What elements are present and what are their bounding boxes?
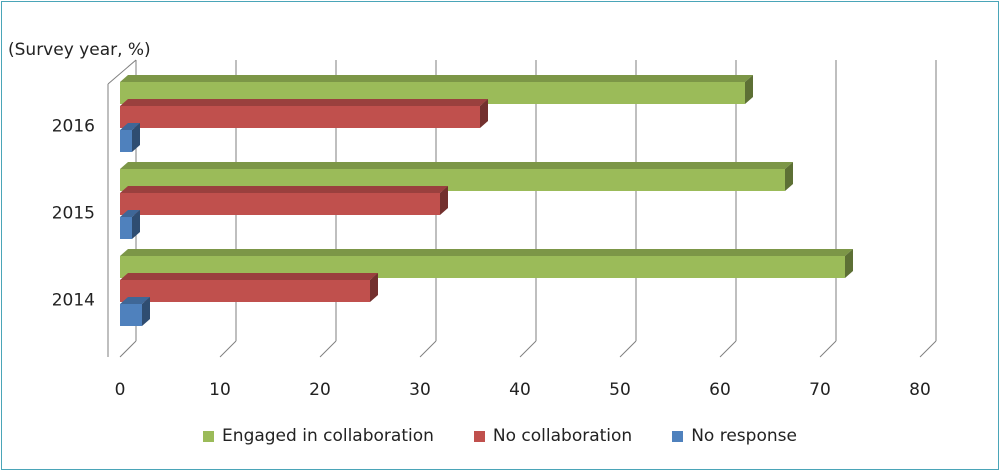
bar-side-face [142,297,150,326]
x-tick-label: 70 [809,380,831,400]
bar-top-face [120,297,150,304]
chart-unit-label: (Survey year, %) [8,40,151,60]
bar-front-face [120,256,845,278]
x-tick-label: 40 [509,380,531,400]
bar-side-face [745,75,753,104]
bar-0-1 [120,162,793,191]
bar-front-face [120,169,785,191]
grid-floor-line [919,340,937,358]
bar-top-face [120,249,853,256]
grid-floor-line [719,340,737,358]
x-tick-label: 20 [309,380,331,400]
bar-side-face [480,99,488,128]
grid-floor-line [819,340,837,358]
grid-floor-line [419,340,437,358]
bar-side-face [785,162,793,191]
bar-top-face [120,123,140,130]
bar-front-face [120,280,370,302]
grid-floor-line [319,340,337,358]
bar-top-face [120,162,793,169]
bar-top-face [120,210,140,217]
bar-top-face [120,273,378,280]
bar-top-face [120,186,448,193]
bar-side-face [370,273,378,302]
grid-floor-line [519,340,537,358]
grid-floor-line [619,340,637,358]
legend-swatch-no-response [672,430,684,442]
bar-top-face [120,99,488,106]
legend-item-engaged: Engaged in collaboration [203,426,434,446]
grid-floor-line [119,340,137,358]
y-axis-depth-line [107,59,137,85]
bar-side-face [132,210,140,239]
bar-front-face [120,217,132,239]
legend-label-engaged: Engaged in collaboration [222,426,434,446]
y-category-label: 2014 [52,291,95,311]
legend-swatch-engaged [203,430,215,442]
y-category-label: 2015 [52,204,95,224]
bar-front-face [120,193,440,215]
bar-2-0 [120,123,140,152]
legend-swatch-no-collaboration [473,430,485,442]
bar-1-0 [120,99,488,128]
chart-legend: Engaged in collaboration No collaboratio… [0,426,1000,446]
x-tick-label: 80 [909,380,931,400]
bar-0-0 [120,75,753,104]
bar-2-2 [120,297,150,326]
legend-label-no-response: No response [691,426,797,446]
bar-side-face [132,123,140,152]
x-tick-label: 50 [609,380,631,400]
legend-item-no-collaboration: No collaboration [473,426,633,446]
x-tick-label: 60 [709,380,731,400]
legend-item-no-response: No response [672,426,797,446]
bar-1-2 [120,273,378,302]
bar-0-2 [120,249,853,278]
legend-label-no-collaboration: No collaboration [492,426,633,446]
bar-front-face [120,82,745,104]
x-tick-label: 0 [115,380,126,400]
x-tick-label: 30 [409,380,431,400]
bar-front-face [120,304,142,326]
bar-2-1 [120,210,140,239]
y-category-label: 2016 [52,117,95,137]
bar-side-face [440,186,448,215]
bar-front-face [120,130,132,152]
grid-floor-line [219,340,237,358]
bar-front-face [120,106,480,128]
bar-1-1 [120,186,448,215]
x-tick-label: 10 [209,380,231,400]
bar-top-face [120,75,753,82]
bar-side-face [845,249,853,278]
